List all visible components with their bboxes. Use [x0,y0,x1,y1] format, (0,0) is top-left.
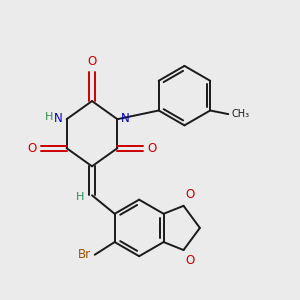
Text: Br: Br [78,248,91,261]
Text: O: O [185,254,195,267]
Text: O: O [87,56,97,68]
Text: O: O [27,142,37,155]
Text: N: N [53,112,62,125]
Text: CH₃: CH₃ [231,109,249,119]
Text: O: O [185,188,195,202]
Text: H: H [76,192,84,202]
Text: N: N [121,112,130,125]
Text: H: H [44,112,53,122]
Text: O: O [148,142,157,155]
